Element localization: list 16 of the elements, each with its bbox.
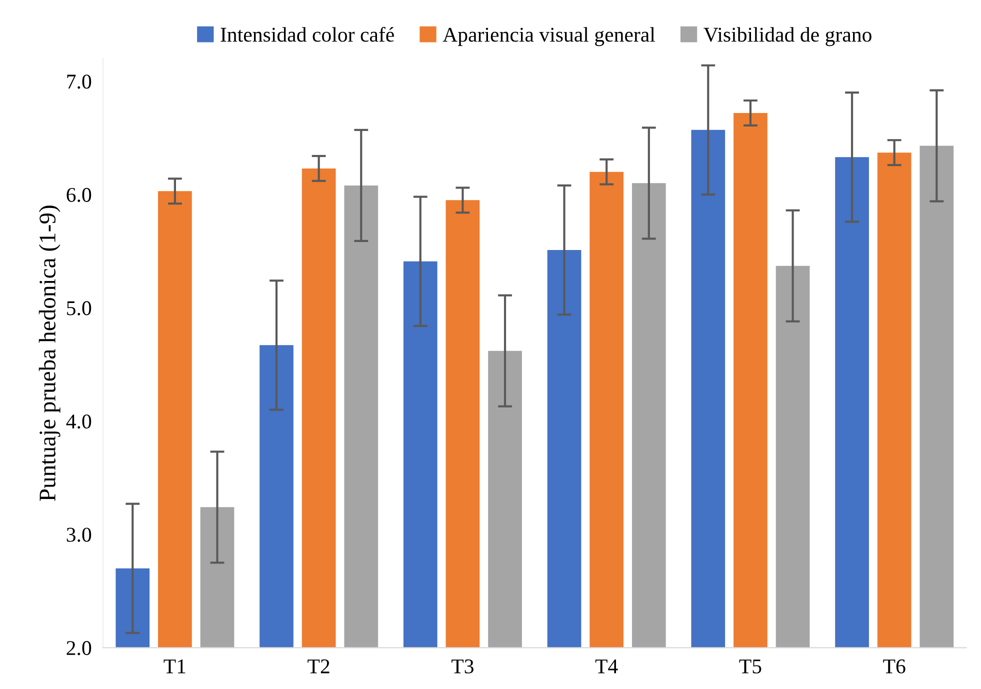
x-tick-label: T3 bbox=[452, 659, 474, 674]
legend-label: Visibilidad de grano bbox=[704, 27, 872, 46]
x-tick-label: T4 bbox=[595, 660, 618, 674]
y-tick-label: 5.0 bbox=[67, 301, 92, 316]
y-tick-label: 7.0 bbox=[67, 74, 92, 89]
x-tick-label: T5 bbox=[739, 660, 762, 674]
legend-label: Intensidad color café bbox=[220, 26, 394, 42]
y-tick-label: 3.0 bbox=[66, 528, 92, 542]
x-tick-label: T2 bbox=[308, 659, 330, 674]
legend-label: Apariencia visual general bbox=[442, 27, 656, 46]
y-axis-title: Puntuaje prueba hedonica (1-9) bbox=[38, 206, 60, 501]
y-tick-label: 4.0 bbox=[66, 414, 92, 429]
y-tick-label: 2.0 bbox=[66, 641, 92, 656]
y-tick-label: 6.0 bbox=[66, 188, 92, 202]
x-tick-label: T1 bbox=[164, 659, 186, 674]
x-tick-label: T6 bbox=[883, 659, 906, 674]
